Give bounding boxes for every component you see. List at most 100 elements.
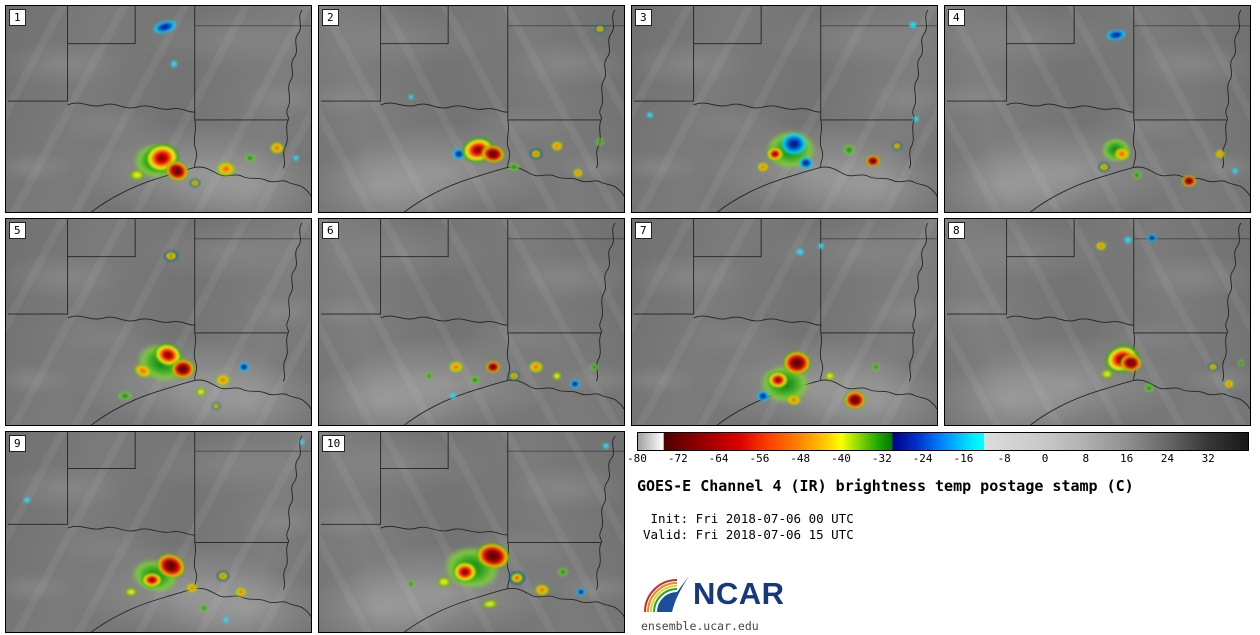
colorbar-tick-label: -16: [953, 452, 974, 465]
storm-cell-layer: [319, 432, 624, 632]
storm-cell-cyan: [1123, 235, 1133, 244]
colorbar-tick-label: 32: [1201, 452, 1215, 465]
storm-cell-green: [424, 372, 433, 380]
storm-cell-green: [1237, 359, 1245, 367]
colorbar-tick-label: -48: [790, 452, 811, 465]
storm-cell-orange: [448, 361, 464, 374]
storm-cell-green: [595, 137, 605, 146]
storm-cell-orange: [550, 141, 563, 152]
panel-number-badge: 1: [9, 9, 26, 26]
colorbar-tick-label: -8: [997, 452, 1011, 465]
storm-cell-yellow: [195, 387, 207, 397]
init-time: Init: Fri 2018-07-06 00 UTC: [643, 511, 854, 526]
storm-cell-orange: [215, 161, 236, 177]
storm-cell-cyan: [23, 496, 32, 504]
storm-cell-mix: [189, 178, 201, 188]
colorbar: [638, 433, 1248, 450]
state-boundaries: [946, 219, 1250, 425]
colorbar-tick-label: 24: [1160, 452, 1175, 465]
storm-cell-mix: [1207, 362, 1219, 372]
state-boundaries: [320, 6, 624, 212]
colorbar-tick-label: 8: [1082, 452, 1090, 465]
storm-cell-severe: [452, 561, 479, 583]
storm-cell-severe: [766, 146, 785, 162]
storm-cell-green: [508, 162, 520, 172]
storm-cell-orange: [215, 373, 231, 386]
storm-cell-blue: [1147, 233, 1158, 242]
storm-cell-orange: [573, 168, 584, 178]
forecast-panel-9: 9: [5, 431, 312, 633]
storm-cell-yellow: [824, 371, 836, 381]
storm-cell-darkred: [1181, 175, 1197, 188]
storm-cell-mix: [892, 141, 903, 151]
panel-number-badge: 4: [948, 9, 965, 26]
storm-cell-yellow: [436, 576, 452, 588]
storm-cell-orange: [186, 583, 199, 593]
panel-number-badge: 3: [635, 9, 652, 26]
colorbar-tick-label: -32: [871, 452, 892, 465]
colorbar-tick-label: -24: [912, 452, 933, 465]
forecast-panel-8: 8: [944, 218, 1251, 426]
colorbar-tick-label: 0: [1041, 452, 1049, 465]
storm-cell-cyan: [646, 111, 654, 119]
storm-cell-orange: [786, 394, 802, 406]
panel-number-badge: 10: [322, 435, 346, 452]
storm-cell-yellow: [1100, 368, 1114, 379]
ncar-logo-icon: [644, 576, 689, 613]
storm-cell-blue: [798, 156, 813, 169]
storm-cell-cyan: [407, 93, 414, 100]
storm-cell-orange: [1113, 147, 1131, 162]
storm-cell-cyan: [449, 392, 458, 400]
storm-cell-green: [199, 604, 209, 612]
storm-cell-cyan: [292, 154, 300, 162]
storm-cell-darkred: [843, 390, 866, 410]
storm-cell-layer: [632, 219, 937, 425]
storm-cell-cyan: [222, 616, 230, 624]
ir-imagery: [6, 432, 311, 632]
storm-cell-cyan: [795, 247, 805, 256]
storm-cell-green: [557, 567, 569, 577]
ncar-logo-text: NCAR: [693, 575, 785, 611]
storm-cell-yellow: [124, 587, 138, 597]
storm-cell-mix: [529, 148, 543, 160]
storm-cell-orange: [234, 587, 247, 597]
storm-cell-green: [842, 144, 856, 156]
storm-cell-cyan: [298, 439, 305, 445]
storm-cell-green: [244, 153, 256, 163]
storm-cell-darkred: [1120, 354, 1143, 373]
storm-cell-cyan: [1231, 167, 1239, 175]
storm-cell-yellow: [551, 371, 562, 381]
state-boundaries: [320, 219, 624, 425]
storm-cell-green: [1144, 383, 1155, 393]
storm-cell-blue: [570, 379, 581, 389]
forecast-panel-4: 4: [944, 5, 1251, 213]
storm-cell-mix: [211, 402, 221, 411]
storm-cell-mix: [216, 570, 230, 582]
forecast-panel-3: 3: [631, 5, 938, 213]
state-boundaries: [7, 432, 311, 632]
storm-cell-cyan: [601, 442, 610, 450]
storm-cell-orange: [1095, 241, 1107, 251]
ncar-logo: NCAR: [637, 571, 785, 615]
storm-cell-darkred: [170, 359, 195, 380]
storm-cell-mix: [594, 24, 606, 34]
forecast-panel-10: 10: [318, 431, 625, 633]
storm-cell-layer: [945, 6, 1250, 212]
storm-cell-layer: [6, 432, 311, 632]
colorbar-tick-label: -56: [749, 452, 770, 465]
legend-info-block: -80 -72 -64 -56 -48 -40 -32 -24 -16 -8 0 8 16 24 32 GO…: [627, 431, 1251, 633]
storm-cell-cyan: [169, 59, 178, 68]
storm-cell-layer: [319, 219, 624, 425]
storm-cell-green: [469, 375, 480, 385]
storm-cell-orange: [757, 161, 770, 172]
colorbar-tick-label: 16: [1119, 452, 1134, 465]
storm-cell-darkred: [485, 361, 501, 374]
storm-cell-green: [589, 363, 598, 372]
storm-cell-orange: [269, 142, 285, 155]
storm-cell-blue: [151, 17, 178, 36]
state-boundaries: [633, 6, 937, 212]
storm-cell-blue: [780, 133, 807, 156]
storm-cell-mix: [508, 370, 521, 381]
storm-cell-cyan: [908, 20, 918, 29]
